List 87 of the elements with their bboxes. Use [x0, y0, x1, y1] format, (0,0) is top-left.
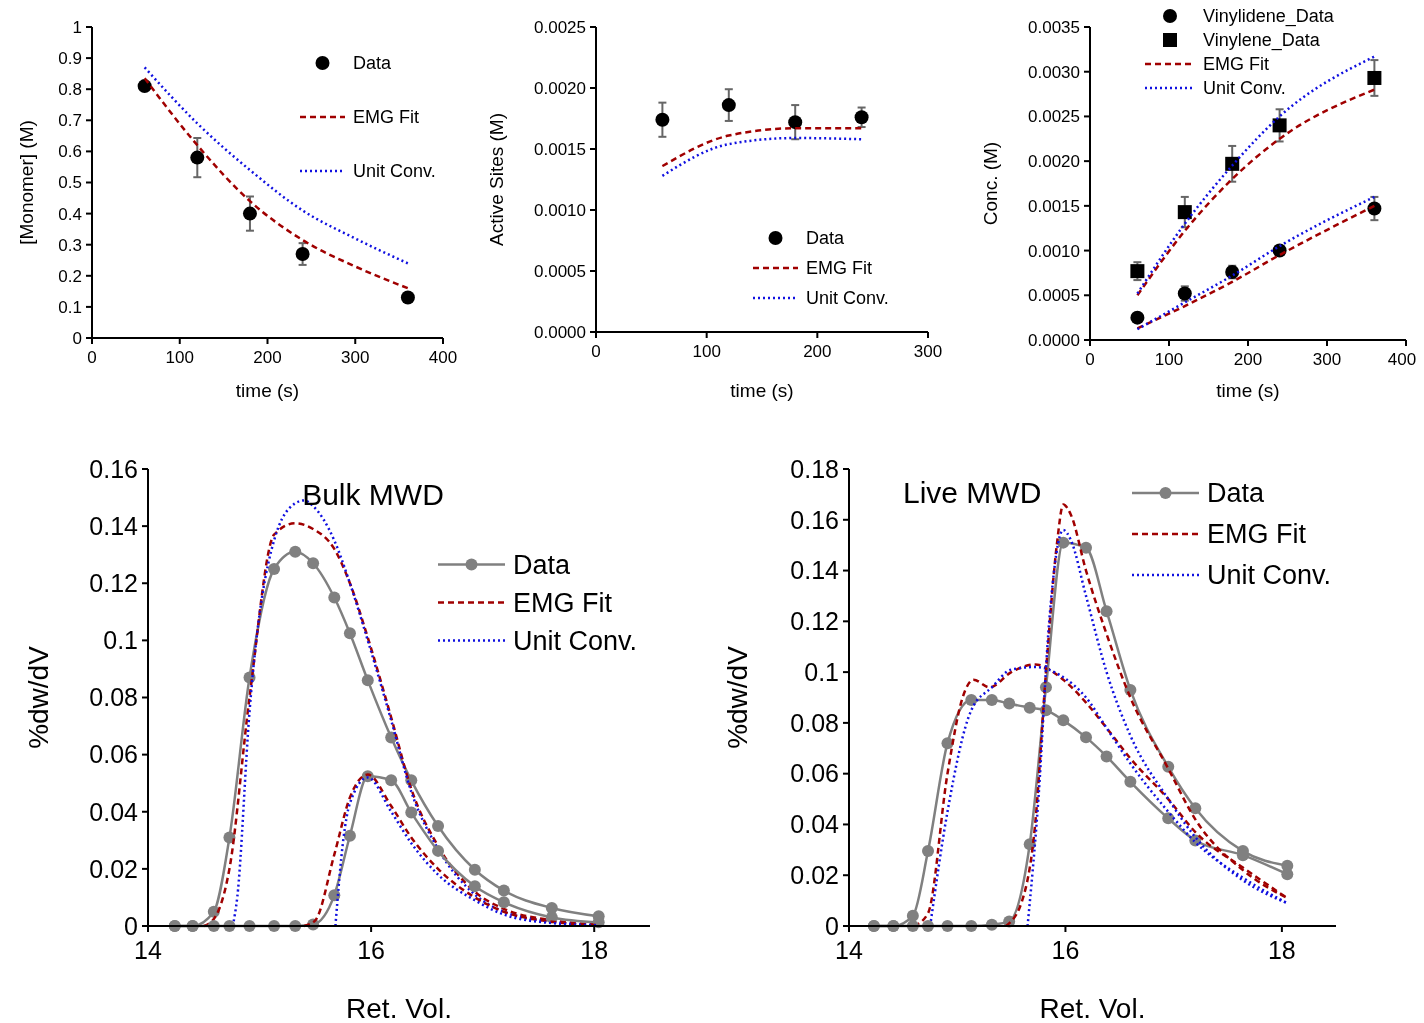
x-tick-label: 100: [165, 348, 194, 367]
y-tick-label: 0.0020: [534, 78, 586, 98]
x-axis-title: Ret. Vol.: [346, 992, 452, 1023]
y-tick-label: 0.0010: [534, 200, 586, 220]
legend-label: EMG Fit: [1203, 54, 1269, 75]
y-tick-label: 0.3: [58, 235, 82, 255]
x-tick-label: 300: [1312, 350, 1342, 369]
x-tick-label: 400: [1387, 350, 1417, 369]
y-tick-label: 0.1: [58, 297, 82, 317]
legend-label: Unit Conv.: [353, 161, 436, 182]
y-tick-label: 0.14: [89, 511, 139, 540]
legend-label: Data: [353, 53, 393, 74]
x-tick-label: 300: [913, 342, 943, 361]
x-tick-label: 200: [1233, 350, 1263, 369]
y-tick-label: 0: [72, 328, 82, 348]
legend-label: Unit Conv.: [1203, 78, 1286, 99]
y-axis-title: Conc. (M): [979, 141, 1001, 226]
y-axis-title: [Monomer] (M): [15, 120, 37, 245]
y-tick-label: 0.08: [790, 708, 839, 737]
y-tick-label: 0.0035: [1028, 17, 1080, 37]
y-tick-label: 0.0015: [1028, 196, 1080, 216]
x-tick-label: 0: [591, 342, 601, 361]
legend-label: Unit Conv.: [513, 625, 638, 656]
y-tick-label: 0.0025: [534, 17, 586, 37]
legend-label: EMG Fit: [806, 258, 872, 279]
legend-label: Unit Conv.: [1207, 560, 1332, 591]
x-tick-label: 18: [1267, 936, 1296, 964]
y-tick-label: 0.0030: [1028, 62, 1080, 82]
y-tick-label: 0.12: [89, 569, 138, 597]
y-tick-label: 0.2: [58, 266, 82, 286]
y-tick-label: 0.0010: [1028, 241, 1080, 261]
y-tick-label: 0.0025: [1028, 107, 1080, 127]
y-tick-label: 1: [72, 17, 82, 37]
x-axis-title: time (s): [235, 379, 300, 401]
legend-label: Data: [513, 549, 572, 580]
y-tick-label: 0.04: [790, 810, 840, 839]
y-tick-label: 0.08: [89, 683, 138, 712]
x-axis-title: time (s): [730, 379, 794, 401]
x-tick-label: 400: [428, 348, 458, 367]
y-tick-label: 0.7: [58, 111, 82, 131]
y-tick-label: 0.8: [58, 80, 82, 100]
legend-label: EMG Fit: [513, 587, 613, 618]
y-tick-label: 0.0015: [534, 139, 586, 159]
y-tick-label: 0.9: [58, 49, 82, 69]
y-tick-label: 0.16: [89, 454, 138, 483]
y-tick-label: 0.6: [58, 142, 82, 162]
y-tick-label: 0.0020: [1028, 152, 1080, 172]
y-tick-label: 0.06: [89, 740, 138, 769]
x-tick-label: 100: [692, 342, 721, 361]
y-axis-title: Active Sites (M): [485, 112, 507, 247]
y-tick-label: 0.4: [58, 204, 82, 224]
y-tick-label: 0.1: [804, 657, 839, 686]
y-tick-label: 0.0005: [1028, 286, 1080, 306]
x-tick-label: 300: [341, 348, 370, 367]
y-tick-label: 0.5: [58, 173, 82, 193]
legend-label: Vinylidene_Data: [1203, 6, 1335, 28]
x-tick-label: 200: [253, 348, 282, 367]
y-tick-label: 0.02: [89, 854, 138, 883]
legend-label: Vinylene_Data: [1203, 30, 1321, 52]
chart-title: Bulk MWD: [302, 477, 444, 511]
x-tick-label: 16: [357, 936, 386, 964]
x-axis-title: Ret. Vol.: [1039, 992, 1146, 1023]
y-tick-label: 0.14: [790, 556, 840, 585]
x-tick-label: 18: [580, 936, 609, 964]
x-tick-label: 200: [803, 342, 832, 361]
legend-label: EMG Fit: [1207, 519, 1307, 550]
y-tick-label: 0.06: [790, 759, 839, 788]
y-tick-label: 0.18: [790, 454, 839, 483]
y-tick-label: 0.1: [103, 626, 138, 655]
legend-label: EMG Fit: [353, 107, 419, 128]
x-tick-label: 100: [1154, 350, 1184, 369]
x-tick-label: 0: [1085, 350, 1095, 369]
x-tick-label: 16: [1051, 936, 1080, 964]
y-tick-label: 0.04: [89, 797, 139, 826]
legend-label: Data: [806, 228, 846, 249]
chart-title: Live MWD: [903, 475, 1042, 509]
y-tick-label: 0.0000: [534, 322, 586, 342]
x-axis-title: time (s): [1216, 379, 1280, 401]
y-axis-title: %dw/dV: [22, 645, 54, 749]
y-tick-label: 0.02: [790, 860, 839, 889]
y-tick-label: 0.0000: [1028, 330, 1080, 350]
y-tick-label: 0.16: [790, 505, 839, 534]
y-tick-label: 0.12: [790, 607, 839, 636]
y-tick-label: 0.0005: [534, 261, 586, 281]
legend-label: Data: [1207, 478, 1266, 509]
y-axis-title: %dw/dV: [721, 645, 753, 749]
legend-label: Unit Conv.: [806, 288, 889, 309]
